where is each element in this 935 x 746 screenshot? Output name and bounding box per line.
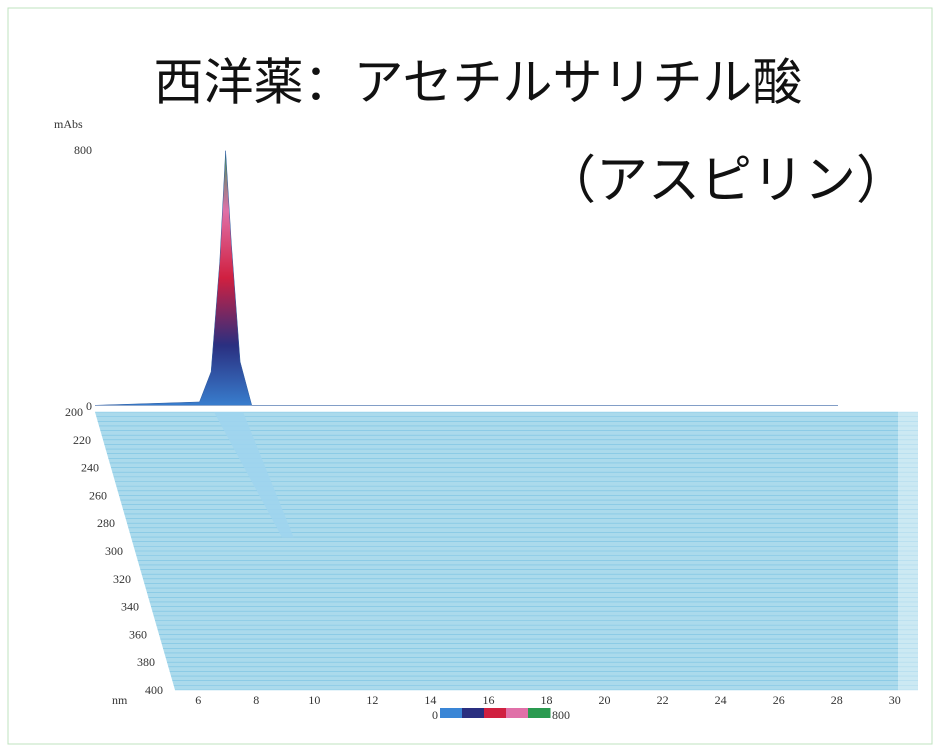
- x-tick-label: 30: [889, 693, 901, 707]
- peak-profile: [94, 150, 838, 406]
- y-tick-label: 300: [105, 544, 123, 558]
- x-tick-label: 12: [366, 693, 378, 707]
- colorbar-segment: [528, 708, 551, 718]
- x-tick-label: 18: [541, 693, 553, 707]
- x-tick-label: 28: [831, 693, 843, 707]
- colorbar-max: 800: [552, 708, 570, 722]
- x-tick-label: 14: [424, 693, 436, 707]
- y-tick-label: 280: [97, 516, 115, 530]
- colorbar-segment: [462, 708, 485, 718]
- x-tick-label: 10: [308, 693, 320, 707]
- z-tick-label: 0: [86, 399, 92, 413]
- subtitle: （アスピリン）: [544, 151, 908, 211]
- z-tick-label: 800: [74, 143, 92, 157]
- x-tick-label: 26: [773, 693, 785, 707]
- y-tick-label: 340: [121, 600, 139, 614]
- y-tick-label: 360: [129, 627, 147, 641]
- y-tick-label: 380: [137, 655, 155, 669]
- colorbar-min: 0: [432, 708, 438, 722]
- title: 西洋薬：アセチルサリチル酸: [154, 54, 803, 112]
- x-tick-label: 20: [599, 693, 611, 707]
- y-tick-label: 200: [65, 405, 83, 419]
- y-tick-label: 400: [145, 683, 163, 697]
- y-tick-label: 240: [81, 461, 99, 475]
- colorbar-segment: [506, 708, 529, 718]
- slide-border: [7, 7, 933, 745]
- y-axis-label: nm: [112, 693, 128, 707]
- x-tick-label: 24: [715, 693, 727, 707]
- colorbar-segment: [484, 708, 507, 718]
- y-tick-label: 320: [113, 572, 131, 586]
- fade: [898, 410, 918, 692]
- x-tick-label: 8: [253, 693, 259, 707]
- peak-shadow: [213, 412, 294, 538]
- z-axis-label: mAbs: [54, 117, 83, 131]
- plot: mAbs080020022024026028030032034036038040…: [54, 117, 918, 722]
- y-tick-label: 260: [89, 488, 107, 502]
- x-tick-label: 16: [482, 693, 494, 707]
- x-tick-label: 6: [195, 693, 201, 707]
- y-tick-label: 220: [73, 433, 91, 447]
- colorbar-segment: [440, 708, 463, 718]
- x-tick-label: 22: [657, 693, 669, 707]
